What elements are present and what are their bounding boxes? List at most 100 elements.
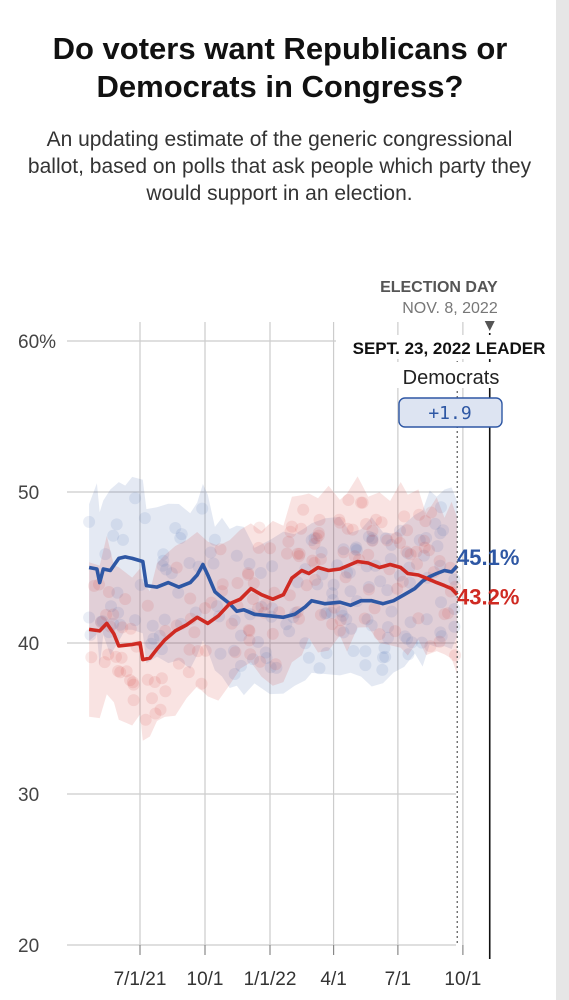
- republicans-poll-dot: [381, 534, 394, 547]
- republicans-poll-dot: [199, 644, 212, 657]
- republicans-poll-dot: [269, 658, 282, 671]
- republicans-poll-dot: [346, 523, 359, 536]
- republicans-poll-dot: [141, 673, 154, 686]
- democrats-poll-dot: [252, 636, 264, 648]
- republicans-poll-dot: [355, 496, 368, 509]
- republicans-poll-dot: [148, 676, 161, 688]
- republicans-poll-dot: [433, 635, 446, 648]
- republicans-poll-dot: [124, 622, 137, 635]
- republicans-poll-dot: [102, 586, 115, 598]
- republicans-poll-dot: [370, 513, 382, 526]
- democrats-poll-dot: [359, 645, 372, 658]
- x-tick-label: 7/1/21: [114, 969, 167, 990]
- democrats-poll-dot: [153, 629, 166, 642]
- republicans-poll-dot: [119, 593, 132, 606]
- republicans-poll-dot: [418, 541, 431, 554]
- democrats-poll-dot: [308, 532, 321, 545]
- democrats-poll-dot: [299, 637, 312, 650]
- democrats-poll-dot: [404, 616, 417, 629]
- republicans-poll-dot: [309, 573, 322, 586]
- republicans-poll-dot: [112, 665, 125, 677]
- chart-labels: 20 30 40 50 60% 7/1/21 10/1 1/1/22 4/1 7/1 10/1 ELE…: [18, 279, 556, 990]
- republicans-poll-dot: [170, 561, 183, 574]
- democrats-poll-dot: [403, 576, 416, 589]
- republicans-poll-dot: [433, 555, 446, 567]
- democrats-poll-dot: [204, 546, 217, 559]
- leader-label: SEPT. 23, 2022 LEADER: [353, 339, 546, 358]
- republicans-poll-dot: [291, 547, 304, 560]
- democrats-poll-dot: [437, 524, 450, 537]
- republicans-poll-dot: [295, 522, 308, 535]
- democrats-poll-dot: [315, 546, 328, 559]
- democrats-poll-dot: [406, 636, 418, 649]
- democrats-poll-dot: [228, 668, 241, 680]
- republicans-poll-dot: [356, 496, 369, 509]
- democrats-poll-dot: [117, 533, 129, 546]
- democrats-poll-dot: [327, 578, 340, 591]
- democrats-poll-dot: [362, 581, 375, 593]
- democrats-poll-dot: [259, 646, 272, 659]
- democrats-poll-dot: [335, 605, 348, 618]
- democrats-poll-dot: [434, 559, 447, 572]
- republicans-end-value: 43.2%: [457, 585, 519, 610]
- republicans-poll-dot: [110, 650, 122, 663]
- democrats-poll-dot: [270, 661, 283, 674]
- republicans-poll-dot: [243, 634, 256, 647]
- democrats-poll-dot: [302, 651, 315, 664]
- republicans-poll-dot: [229, 646, 242, 659]
- republicans-poll-dot: [116, 621, 129, 634]
- republicans-trend-line: [88, 559, 459, 662]
- republicans-poll-dot: [366, 524, 379, 537]
- republicans-poll-dot: [159, 624, 172, 637]
- democrats-poll-dot: [320, 607, 333, 619]
- democrats-poll-dot: [107, 529, 120, 542]
- democrats-poll-dot: [114, 618, 127, 631]
- republicans-poll-dot: [400, 545, 413, 558]
- republicans-poll-dot: [149, 707, 162, 720]
- democrats-poll-dot: [147, 632, 160, 645]
- democrats-poll-dot: [435, 630, 448, 643]
- democrats-poll-dot: [311, 578, 324, 591]
- republicans-poll-dot: [264, 542, 276, 555]
- democrats-poll-dot: [169, 522, 182, 534]
- republicans-poll-dot: [154, 703, 167, 716]
- democrats-poll-dot: [382, 631, 394, 644]
- republicans-poll-dot: [127, 694, 140, 707]
- democrats-poll-dot: [359, 659, 372, 672]
- democrats-poll-dot: [345, 622, 358, 635]
- democrats-poll-dot: [183, 557, 196, 569]
- democrats-poll-dot: [337, 626, 350, 639]
- democrats-poll-dot: [431, 540, 444, 553]
- page-scrollbar[interactable]: [556, 0, 569, 1000]
- x-tick-label: 10/1: [444, 969, 481, 990]
- republicans-poll-dot: [266, 627, 279, 640]
- republicans-poll-dot: [184, 592, 197, 605]
- democrats-poll-dot: [361, 613, 374, 626]
- democrats-poll-dot: [341, 566, 353, 579]
- republicans-poll-dot: [412, 612, 425, 625]
- democrats-poll-dot: [83, 515, 96, 528]
- republicans-poll-dot: [312, 527, 325, 539]
- democrats-poll-dot: [305, 534, 318, 547]
- republicans-poll-dot: [242, 567, 255, 580]
- republicans-poll-dot: [368, 602, 381, 615]
- republicans-poll-dot: [341, 522, 354, 535]
- republicans-poll-dot: [100, 608, 113, 621]
- republicans-poll-dot: [172, 657, 185, 670]
- x-tick-label: 10/1: [187, 969, 224, 990]
- republicans-poll-dot: [205, 596, 218, 609]
- democrats-poll-dot: [235, 629, 247, 642]
- republicans-poll-dot: [312, 529, 325, 542]
- democrats-poll-dot: [158, 613, 171, 626]
- republicans-poll-dot: [334, 614, 347, 627]
- republicans-poll-dot: [348, 550, 361, 563]
- republicans-poll-dot: [449, 649, 462, 662]
- republicans-poll-dot: [391, 582, 404, 595]
- democrats-poll-dot: [420, 532, 433, 544]
- republicans-poll-dot: [438, 608, 451, 621]
- republicans-poll-dot: [107, 608, 120, 621]
- republicans-poll-dot: [139, 713, 152, 726]
- republicans-poll-dot: [358, 612, 371, 625]
- democrats-poll-dot: [434, 527, 447, 540]
- republicans-poll-dot: [182, 666, 195, 679]
